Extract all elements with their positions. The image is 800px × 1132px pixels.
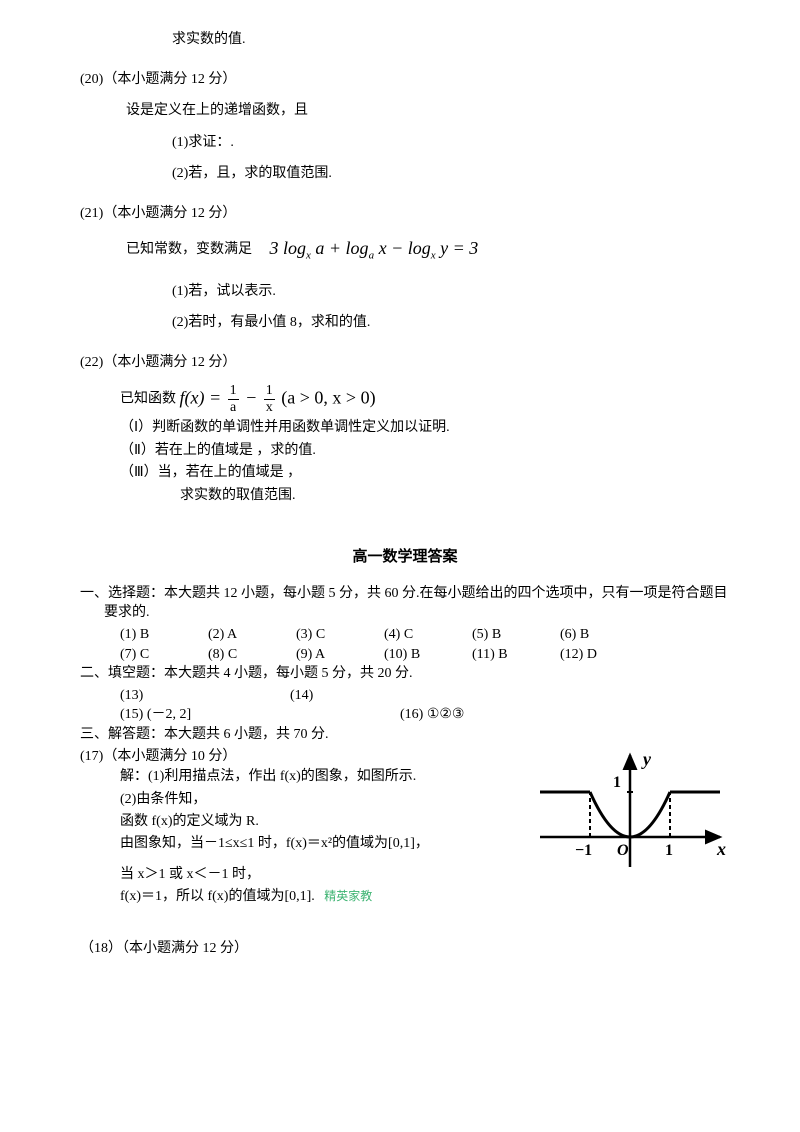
q21-formula: 3 logx a + loga x − logx y = 3 xyxy=(270,236,479,264)
q20-body: 设是定义在上的递增函数，且 xyxy=(126,101,730,121)
ans-row1: (1) B (2) A (3) C (4) C (5) B (6) B xyxy=(120,625,730,645)
ans-7: (7) C xyxy=(120,645,208,665)
x-axis-label: x xyxy=(716,839,726,859)
ans-5: (5) B xyxy=(472,625,560,645)
q22-body-prefix: 已知函数 xyxy=(120,392,180,407)
tick-1y: 1 xyxy=(613,774,621,791)
q20-p1: (1)求证：. xyxy=(172,133,730,153)
ans-14: (14) xyxy=(290,686,460,706)
ans-q18-header: （18）（本小题满分 12 分） xyxy=(80,939,730,959)
q21-header: (21)（本小题满分 12 分） xyxy=(80,204,730,224)
q17-graph: y x 1 O −1 1 xyxy=(530,747,730,884)
ans-6: (6) B xyxy=(560,625,648,645)
ans-15: (15) (－2, 2] xyxy=(120,705,400,725)
frac-1-over-x: 1 x xyxy=(264,384,275,415)
frac-1-over-a: 1 a xyxy=(228,384,239,415)
ans-row3: (13) (14) xyxy=(120,686,730,706)
ans-section3: 三、解答题：本大题共 6 小题，共 70 分. xyxy=(80,725,730,745)
q22-header: (22)（本小题满分 12 分） xyxy=(80,353,730,373)
q22-p3: （Ⅲ）当，若在上的值域是 ， xyxy=(120,462,730,484)
q21-body: 已知常数，变数满足 3 logx a + loga x − logx y = 3 xyxy=(126,236,730,264)
ans-12: (12) D xyxy=(560,645,648,665)
ans-q17-header: (17)（本小题满分 10 分） xyxy=(80,747,530,767)
ans-q17-l2: (2)由条件知， xyxy=(120,789,530,811)
ans-10: (10) B xyxy=(384,645,472,665)
q22-body: 已知函数 f(x) = 1 a − 1 x (a > 0, x > 0) xyxy=(120,384,730,415)
q22-p4: 求实数的取值范围. xyxy=(180,485,730,507)
tick-1x: 1 xyxy=(665,842,673,859)
origin-label: O xyxy=(617,842,629,859)
ans-8: (8) C xyxy=(208,645,296,665)
watermark-link: 精英家教 xyxy=(324,889,372,903)
ans-row4: (15) (－2, 2] (16) ①②③ xyxy=(120,705,730,725)
ans-q17-l3: 函数 f(x)的定义域为 R. xyxy=(120,811,530,833)
ans-row2: (7) C (8) C (9) A (10) B (11) B (12) D xyxy=(120,645,730,665)
q-prev-tail: 求实数的值. xyxy=(172,30,730,50)
q21-p2: (2)若时，有最小值 8，求和的值. xyxy=(172,313,730,333)
ans-q17-l4: 由图象知，当－1≤x≤1 时，f(x)＝x²的值域为[0,1]， xyxy=(120,833,530,855)
tick-neg1: −1 xyxy=(575,842,592,859)
ans-11: (11) B xyxy=(472,645,560,665)
ans-4: (4) C xyxy=(384,625,472,645)
ans-section2: 二、填空题：本大题共 4 小题，每小题 5 分，共 20 分. xyxy=(80,664,730,684)
answers-title: 高一数学理答案 xyxy=(80,547,730,568)
q22-p2: （Ⅱ）若在上的值域是 ，求的值. xyxy=(120,440,730,462)
ans-q17-l5: 当 x＞1 或 x＜－1 时， xyxy=(120,864,530,886)
q20-p2: (2)若，且，求的取值范围. xyxy=(172,164,730,184)
q22-p1: （Ⅰ）判断函数的单调性并用函数单调性定义加以证明. xyxy=(120,417,730,439)
q20-header: (20)（本小题满分 12 分） xyxy=(80,70,730,90)
ans-3: (3) C xyxy=(296,625,384,645)
ans-16: (16) ①②③ xyxy=(400,705,464,725)
q21-p1: (1)若，试以表示. xyxy=(172,282,730,302)
ans-2: (2) A xyxy=(208,625,296,645)
ans-q17-l6: f(x)＝1，所以 f(x)的值域为[0,1]. 精英家教 xyxy=(120,886,530,908)
q21-body-prefix: 已知常数，变数满足 xyxy=(126,242,266,257)
q22-formula: f(x) = 1 a − 1 x (a > 0, x > 0) xyxy=(180,384,376,415)
ans-q17-l1: 解：(1)利用描点法，作出 f(x)的图象，如图所示. xyxy=(120,766,530,788)
ans-9: (9) A xyxy=(296,645,384,665)
ans-section1: 一、选择题：本大题共 12 小题，每小题 5 分，共 60 分.在每小题给出的四… xyxy=(104,584,730,623)
y-axis-label: y xyxy=(641,749,652,769)
ans-1: (1) B xyxy=(120,625,208,645)
ans-13: (13) xyxy=(120,686,290,706)
